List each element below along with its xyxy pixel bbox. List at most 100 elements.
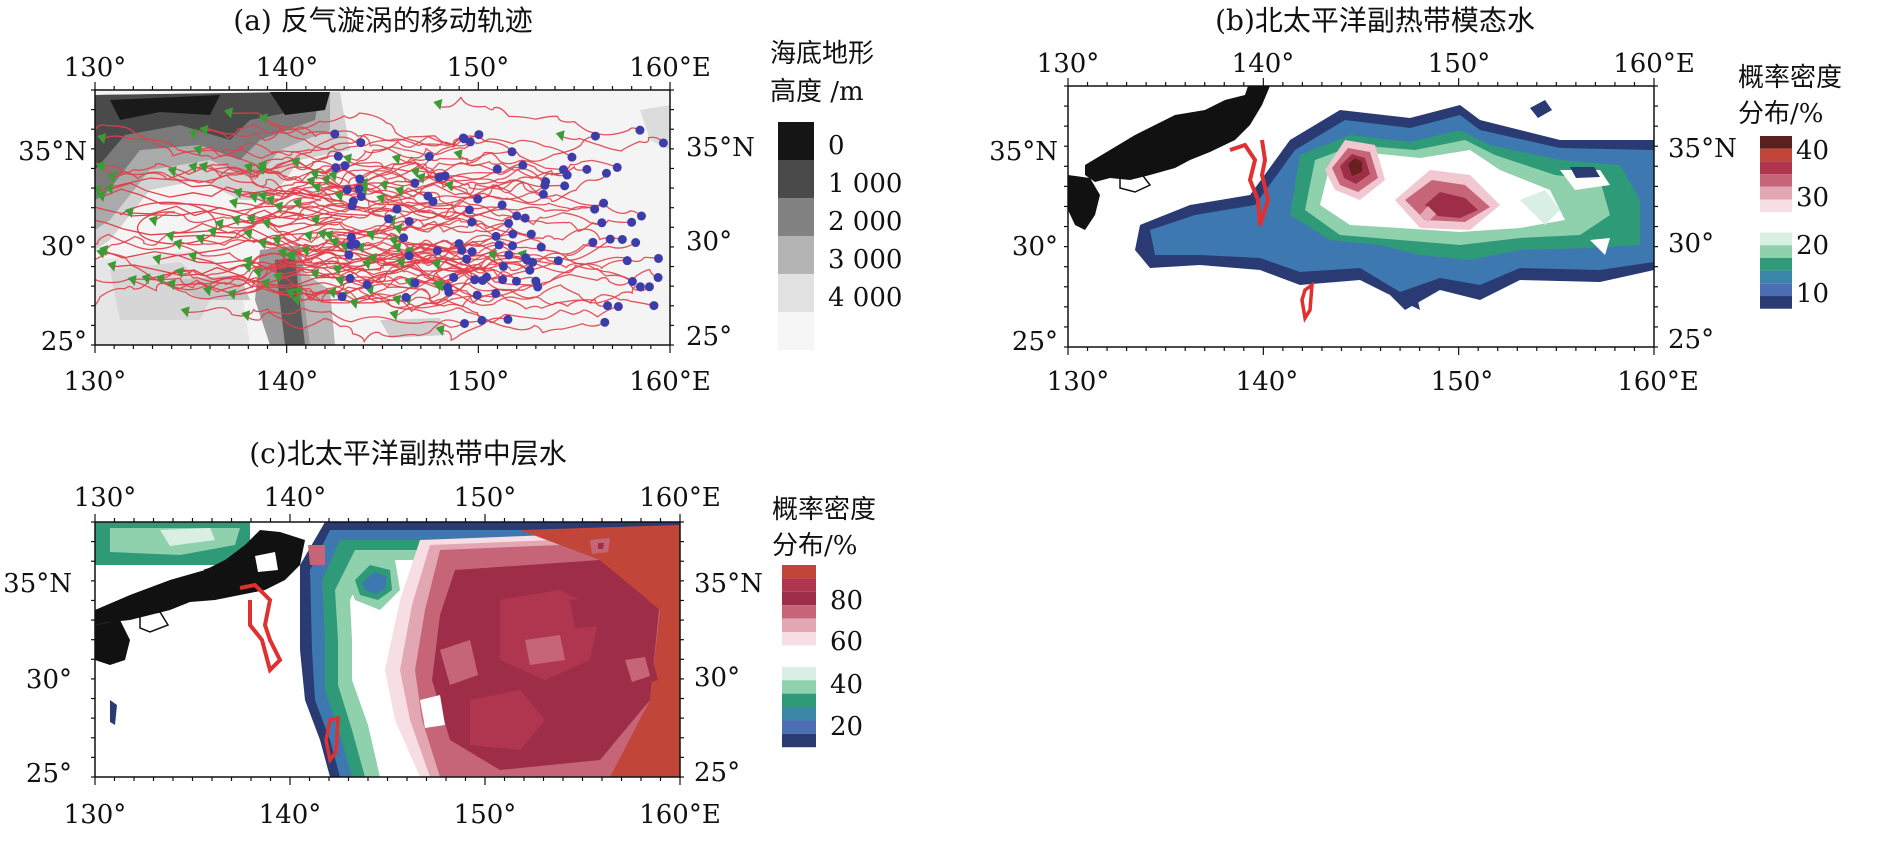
panel-a-xtick-top-150: 150°: [447, 53, 510, 83]
eddy-start-marker: [472, 290, 482, 300]
cbB-swatch-5: [1760, 199, 1792, 213]
panel-c-xtick-top-150: 150°: [454, 483, 517, 513]
eddy-track: [263, 118, 546, 200]
eddy-track: [363, 162, 544, 195]
eddy-end-marker: [152, 254, 162, 266]
eddy-track: [153, 186, 470, 224]
panel-c-xtick-top-130: 130°: [74, 483, 137, 513]
eddy-end-marker: [433, 99, 443, 111]
eddy-start-marker: [504, 250, 514, 260]
eddy-end-marker: [148, 215, 158, 227]
eddy-start-marker: [601, 168, 611, 178]
eddy-track: [95, 220, 357, 251]
cbB-swatch-9: [1760, 257, 1792, 271]
eddy-track: [253, 197, 595, 232]
eddy-start-marker: [459, 134, 469, 144]
cbB-swatch-0: [1760, 136, 1792, 149]
eddy-track: [437, 96, 641, 136]
eddy-start-marker: [330, 129, 340, 139]
eddy-start-marker: [653, 273, 663, 283]
eddy-start-marker: [491, 288, 501, 298]
eddy-end-marker: [444, 180, 454, 192]
cbC-swatch-1: [782, 578, 816, 592]
eddy-start-marker: [404, 251, 414, 261]
eddy-end-marker: [396, 257, 406, 269]
cbC-swatch-8: [782, 680, 816, 694]
eddy-start-marker: [553, 256, 563, 266]
eddy-end-marker: [243, 228, 253, 240]
eddy-start-marker: [636, 211, 646, 221]
eddy-start-marker: [347, 201, 357, 211]
eddy-end-marker: [392, 294, 402, 306]
panel-c-ytick-left-35: 35°N: [3, 569, 72, 599]
eddy-track: [369, 259, 628, 299]
panel-a-colorbar-label-0: 0: [828, 131, 845, 161]
eddy-end-marker: [321, 174, 331, 186]
cbA-swatch-3: [778, 236, 814, 274]
eddy-end-marker: [243, 255, 253, 267]
eddy-end-marker: [231, 214, 241, 226]
eddy-start-marker: [603, 301, 613, 311]
eddy-start-marker: [560, 181, 570, 191]
eddy-end-marker: [124, 206, 134, 218]
eddy-end-marker: [260, 278, 270, 290]
eddy-start-marker: [346, 240, 356, 250]
eddy-end-marker: [349, 297, 359, 309]
eddy-end-marker: [95, 184, 102, 196]
panel-a-xtick-top-140: 140°: [256, 53, 319, 83]
eddy-end-marker: [328, 170, 338, 182]
eddy-end-marker: [310, 215, 320, 227]
eddy-end-marker: [343, 153, 353, 165]
panel-c-density-contours: [95, 522, 680, 777]
eddy-start-marker: [331, 163, 341, 173]
eddy-end-marker: [367, 252, 377, 264]
eddy-end-marker: [228, 197, 238, 209]
panel-b-colorbar: 概率密度 分布/% 40 30 20 10: [1738, 63, 1842, 309]
eddy-end-marker: [95, 161, 105, 173]
eddy-start-marker: [562, 170, 572, 180]
cbC-swatch-4: [782, 618, 816, 632]
eddy-end-marker: [291, 294, 301, 306]
eddy-end-marker: [257, 238, 267, 250]
panel-c-colorbar-swatches: [782, 565, 816, 748]
eddy-start-marker: [522, 255, 532, 265]
eddy-end-marker: [324, 230, 334, 242]
panel-b-colorbar-swatches: [1760, 136, 1792, 309]
eddy-end-marker: [291, 156, 301, 168]
eddy-end-marker: [265, 195, 275, 207]
eddy-end-marker: [416, 172, 426, 184]
eddy-track: [440, 305, 619, 341]
panel-b-colorbar-title-2: 分布/%: [1738, 99, 1823, 129]
eddy-end-marker: [246, 213, 256, 225]
eddy-end-marker: [487, 249, 497, 261]
cbC-swatch-12: [782, 733, 816, 748]
eddy-end-marker: [285, 287, 295, 299]
eddy-start-marker: [635, 125, 645, 135]
eddy-start-marker: [511, 276, 521, 286]
eddy-start-marker: [457, 245, 467, 255]
panel-b-map: [1068, 86, 1654, 347]
eddy-end-marker: [391, 153, 401, 165]
cbA-swatch-2: [778, 198, 814, 236]
eddy-track: [329, 228, 463, 254]
eddy-start-marker: [424, 152, 434, 162]
eddy-start-marker: [526, 229, 536, 239]
eddy-end-marker: [431, 259, 441, 271]
cbC-swatch-2: [782, 591, 816, 606]
eddy-end-marker: [258, 113, 268, 125]
eddy-start-marker: [658, 138, 668, 148]
panel-b-colorbar-label-10: 10: [1796, 279, 1829, 309]
eddy-track: [296, 276, 608, 307]
panel-b-xtick-bottom-150: 150°: [1431, 367, 1494, 397]
eddy-end-marker: [127, 275, 137, 287]
panel-b: (b)北太平洋副热带模态水 130° 140° 150° 160°E 130° …: [989, 4, 1842, 397]
panel-a-colorbar-label-2000: 2 000: [828, 207, 902, 237]
eddy-end-marker: [252, 267, 262, 279]
eddy-start-marker: [356, 138, 366, 148]
eddy-start-marker: [590, 131, 600, 141]
eddy-end-marker: [241, 310, 251, 322]
eddy-end-marker: [165, 230, 175, 242]
eddy-end-marker: [273, 201, 283, 213]
panel-a-colorbar-label-1000: 1 000: [828, 169, 902, 199]
